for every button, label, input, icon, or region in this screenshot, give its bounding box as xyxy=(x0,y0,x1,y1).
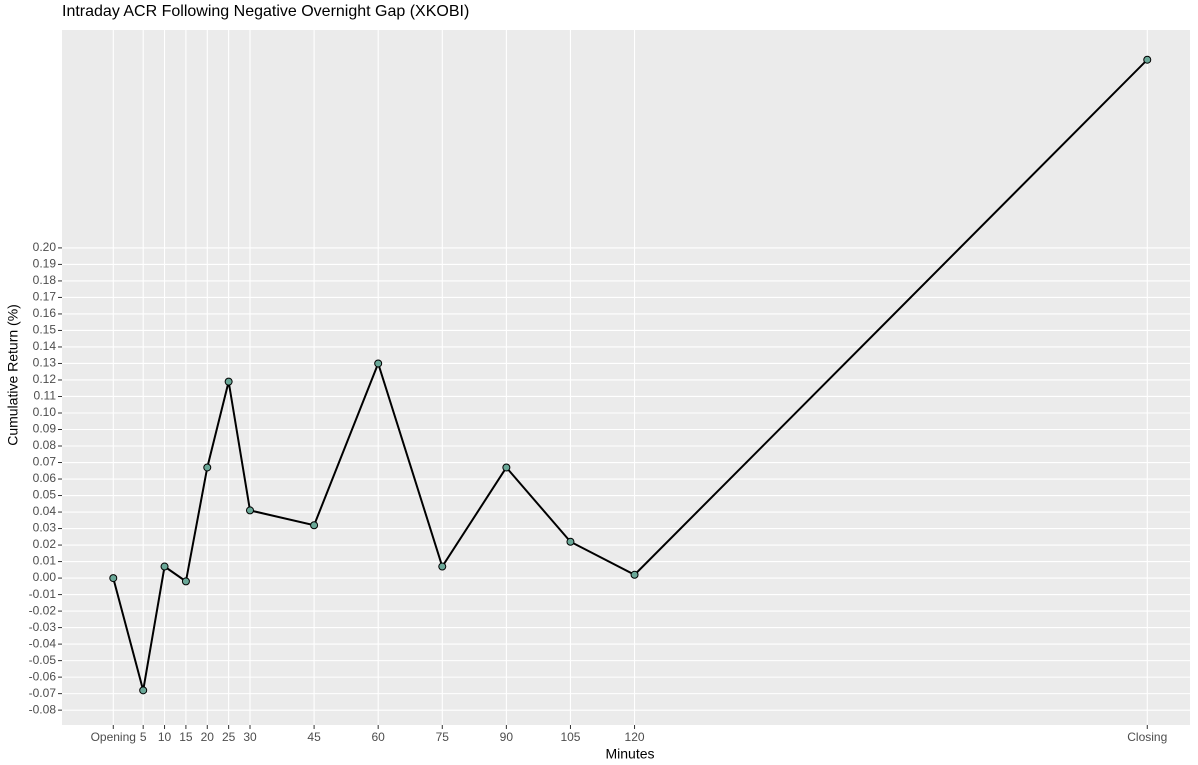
x-tick-label: Closing xyxy=(1127,730,1167,744)
y-tick-label: 0.18 xyxy=(33,273,57,287)
x-tick-label: 5 xyxy=(140,730,147,744)
data-point xyxy=(310,521,319,530)
data-point xyxy=(438,562,447,571)
y-axis-title: Cumulative Return (%) xyxy=(5,304,21,446)
data-point xyxy=(1143,55,1152,64)
y-tick-label: -0.06 xyxy=(29,669,57,683)
data-point xyxy=(566,537,575,546)
data-point xyxy=(246,506,254,515)
y-tick-label: 0.03 xyxy=(33,521,57,535)
y-tick-label: 0.02 xyxy=(33,537,57,551)
x-tick-label: 30 xyxy=(243,730,257,744)
data-point xyxy=(203,463,212,472)
y-tick-label: 0.11 xyxy=(34,389,57,403)
y-tick-label: 0.07 xyxy=(33,455,57,469)
x-tick-label: 90 xyxy=(500,730,514,744)
chart-title: Intraday ACR Following Negative Overnigh… xyxy=(62,3,469,20)
y-tick-label: 0.16 xyxy=(33,306,57,320)
y-tick-label: -0.07 xyxy=(29,686,57,700)
y-tick-label: 0.04 xyxy=(33,504,57,518)
data-point xyxy=(181,577,190,586)
y-tick-label: 0.19 xyxy=(33,257,57,271)
data-point xyxy=(502,463,511,472)
y-tick-label: 0.09 xyxy=(33,422,57,436)
y-tick-label: 0.06 xyxy=(33,471,57,485)
x-tick-label: 45 xyxy=(307,730,321,744)
x-tick-label: Opening xyxy=(91,730,136,744)
y-tick-label: 0.12 xyxy=(33,372,57,386)
y-tick-label: 0.20 xyxy=(33,240,57,254)
y-tick-label: -0.01 xyxy=(29,587,57,601)
x-tick-label: 120 xyxy=(625,730,645,744)
series-line xyxy=(112,59,1148,691)
x-tick-label: 60 xyxy=(372,730,386,744)
data-point xyxy=(374,359,383,368)
y-tick-label: 0.13 xyxy=(33,356,57,370)
y-tick-label: 0.17 xyxy=(33,290,57,304)
data-point xyxy=(160,562,169,571)
y-tick-label: 0.10 xyxy=(33,405,57,419)
y-tick-label: -0.04 xyxy=(29,636,57,650)
x-tick-label: 105 xyxy=(560,730,580,744)
y-tick-label: 0.01 xyxy=(33,554,57,568)
y-tick-label: 0.08 xyxy=(33,438,57,452)
data-point xyxy=(109,574,118,583)
y-tick-label: -0.03 xyxy=(29,620,57,634)
y-tick-label: -0.08 xyxy=(29,702,57,716)
x-tick-label: 75 xyxy=(436,730,450,744)
y-tick-label: 0.15 xyxy=(33,323,57,337)
y-tick-label: 0.14 xyxy=(33,339,57,353)
y-tick-label: 0.00 xyxy=(33,570,57,584)
data-point xyxy=(224,377,233,386)
x-tick-label: 20 xyxy=(201,730,215,744)
x-tick-label: 25 xyxy=(222,730,236,744)
data-point xyxy=(139,686,148,695)
y-tick-label: -0.05 xyxy=(29,653,57,667)
data-point xyxy=(630,570,639,579)
x-tick-label: 10 xyxy=(158,730,172,744)
y-tick-label: -0.02 xyxy=(29,603,57,617)
plot-background xyxy=(62,30,1190,725)
x-axis-title: Minutes xyxy=(605,746,654,762)
y-tick-label: 0.05 xyxy=(33,488,57,502)
x-tick-label: 15 xyxy=(179,730,193,744)
